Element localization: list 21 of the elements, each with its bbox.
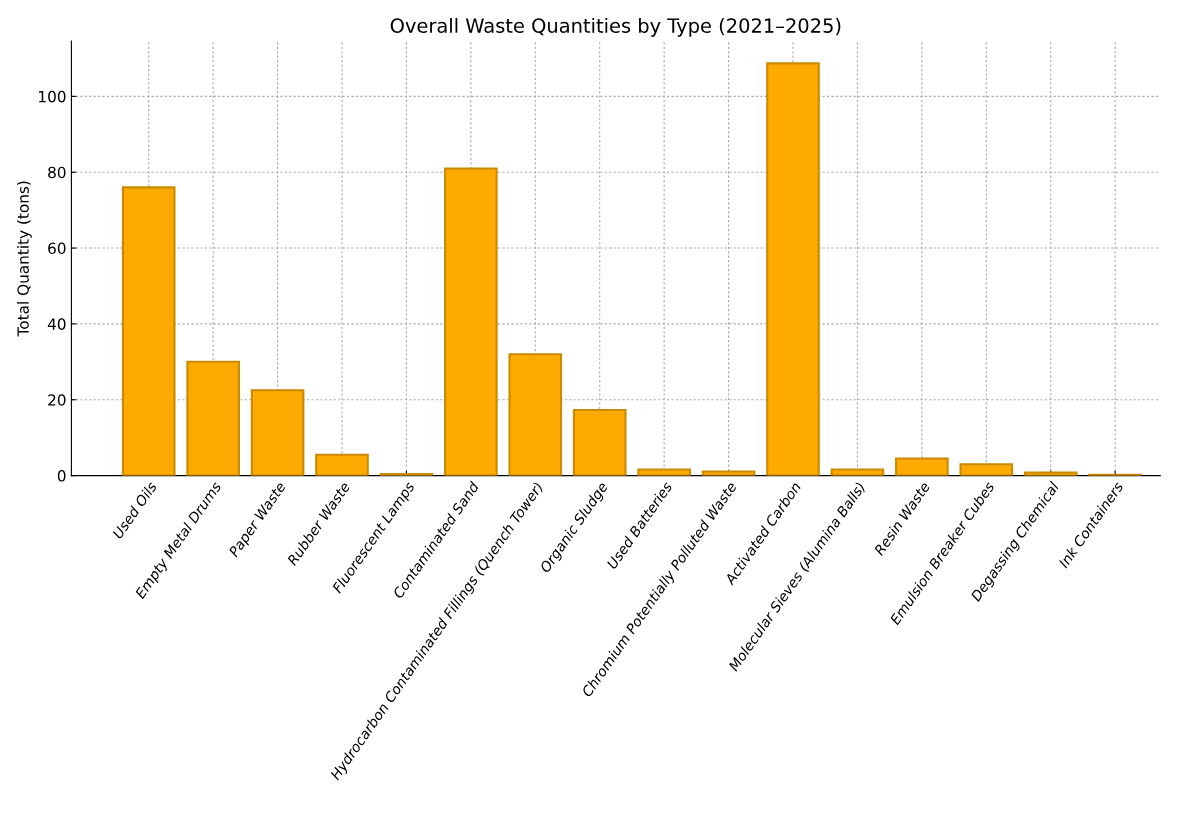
y-tick-label: 0	[57, 470, 66, 482]
bar	[444, 167, 498, 476]
bar	[572, 408, 627, 476]
bar	[508, 353, 563, 476]
bar	[959, 463, 1014, 476]
y-axis-title: Total Quantity (tons)	[17, 181, 32, 337]
y-tick-label: 100	[39, 90, 66, 103]
bar	[830, 468, 885, 476]
bar	[637, 468, 691, 476]
y-tick-label: 20	[48, 394, 66, 406]
bar	[895, 457, 949, 476]
bar	[315, 453, 369, 476]
y-tick-label: 80	[48, 166, 66, 179]
bar	[250, 389, 305, 476]
bar	[186, 360, 240, 476]
bar	[121, 186, 176, 476]
y-tick-label: 40	[47, 318, 66, 330]
y-tick-label: 60	[48, 242, 66, 255]
bar	[701, 470, 756, 476]
bar	[766, 62, 820, 476]
chart-title: Overall Waste Quantities by Type (2021–2025)	[390, 17, 841, 37]
